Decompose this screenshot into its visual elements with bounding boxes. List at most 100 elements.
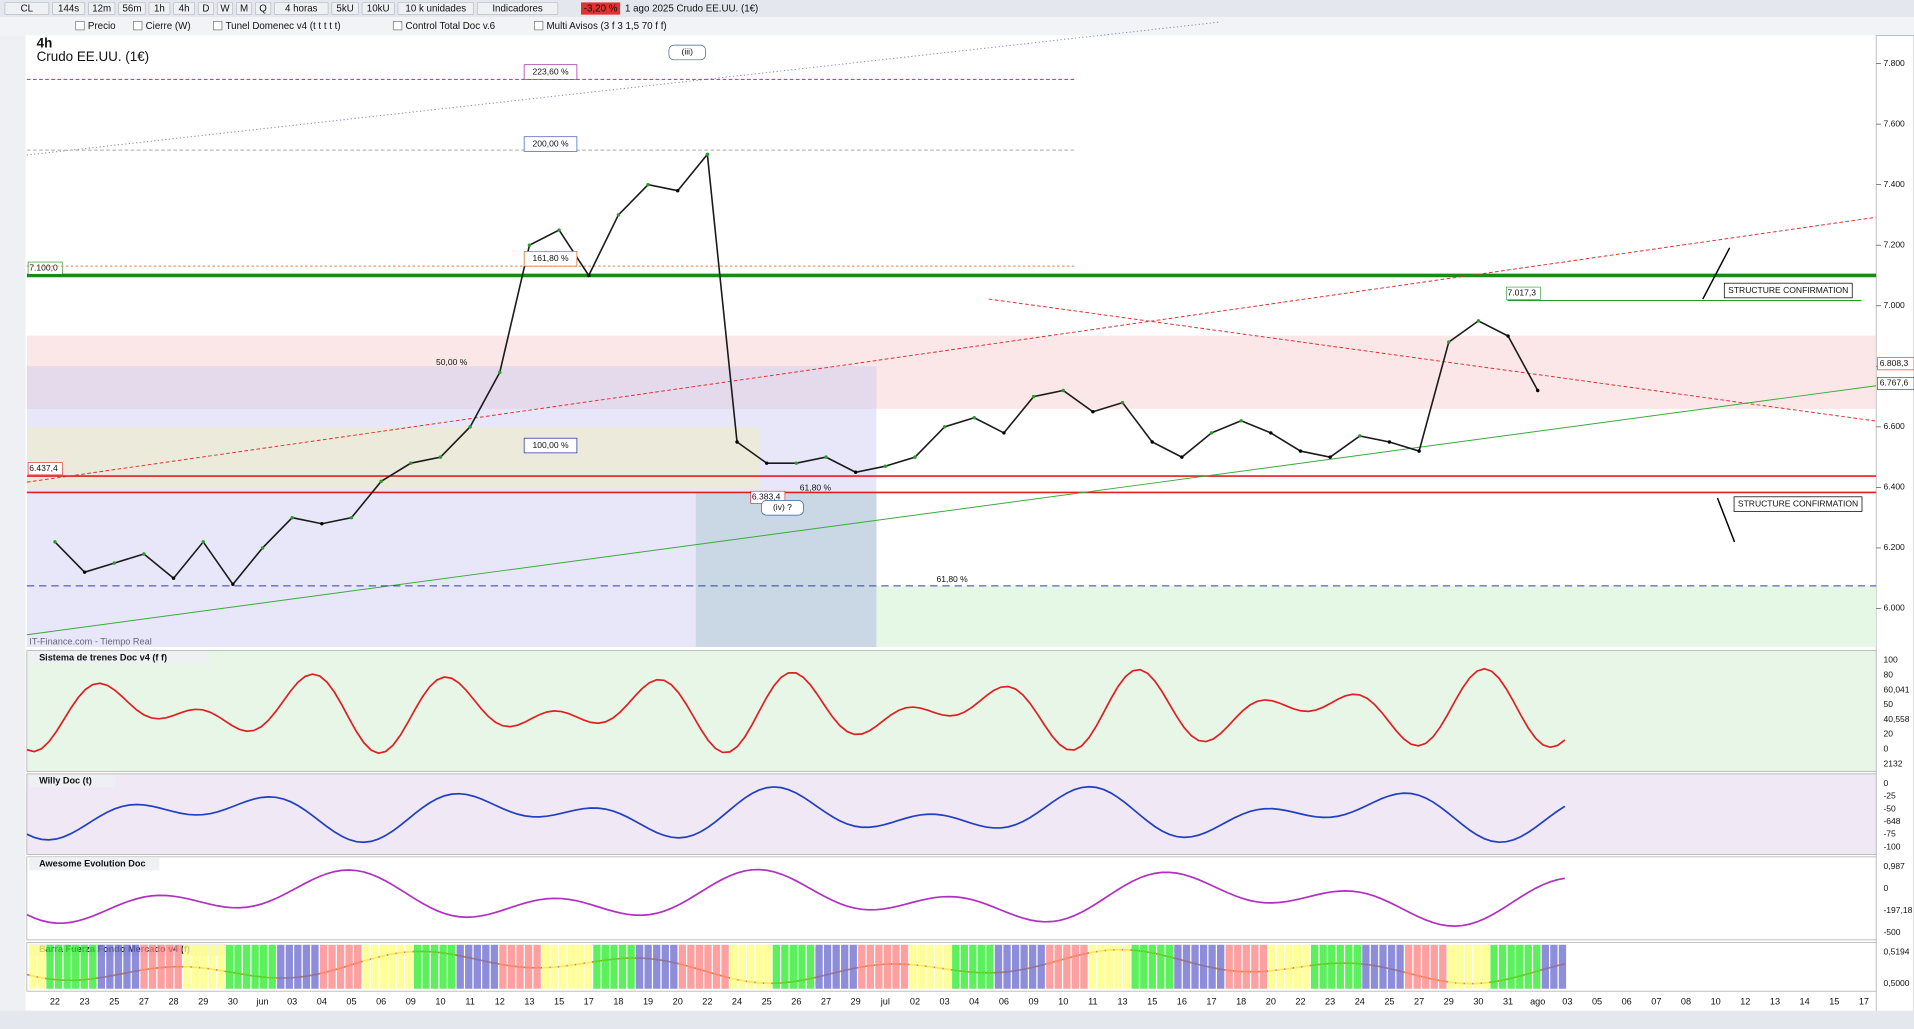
button-label[interactable]: 5kU xyxy=(336,4,353,15)
strength-bar xyxy=(191,944,199,989)
legend-item[interactable]: Tunel Domenec v4 (t t t t t) xyxy=(226,21,341,32)
panel-axis-label: -648 xyxy=(1883,816,1900,826)
button[interactable] xyxy=(52,2,86,16)
y-tick-label: 7.200 xyxy=(1883,239,1905,249)
strength-bar xyxy=(507,944,516,989)
button[interactable] xyxy=(197,2,214,16)
button-label[interactable]: 10 k unidades xyxy=(405,4,466,15)
annotation-box xyxy=(1733,496,1863,512)
y-tick-label: 6.000 xyxy=(1883,603,1905,613)
strength-bar xyxy=(832,944,840,989)
strength-bar xyxy=(260,944,268,989)
button-label[interactable]: W xyxy=(220,4,230,15)
price-point xyxy=(1476,319,1481,323)
button[interactable] xyxy=(274,2,329,16)
strength-bar xyxy=(1430,944,1438,989)
strength-bar xyxy=(1105,944,1114,989)
strength-bar xyxy=(379,944,387,989)
strength-bar xyxy=(695,944,704,989)
level-box xyxy=(27,261,63,275)
x-tick-label: 25 xyxy=(109,997,119,1007)
legend-check[interactable] xyxy=(392,20,403,31)
button[interactable] xyxy=(476,2,559,16)
strength-bar xyxy=(1396,944,1404,989)
annotation-box xyxy=(523,136,578,152)
button[interactable] xyxy=(173,2,195,16)
legend-check[interactable] xyxy=(75,20,85,31)
button[interactable] xyxy=(235,2,253,16)
strength-bar xyxy=(174,944,182,989)
panel-axis-label: 100 xyxy=(1883,655,1897,665)
strength-bar xyxy=(1362,944,1370,989)
button-label[interactable]: CL xyxy=(21,4,34,15)
legend-item[interactable]: Precio xyxy=(88,21,116,32)
button[interactable] xyxy=(331,2,359,16)
strength-bar xyxy=(935,944,943,989)
button-label[interactable]: Indicadores xyxy=(492,4,543,15)
strength-bar xyxy=(1473,944,1481,989)
annotation-box xyxy=(1723,282,1853,299)
strength-bar xyxy=(234,944,242,989)
strength-bar xyxy=(183,944,191,989)
button[interactable] xyxy=(88,2,116,16)
panel-axis-label: 0 xyxy=(1883,883,1888,893)
panel-axis-label: 0,987 xyxy=(1883,861,1905,871)
legend-item[interactable]: Control Total Doc v.6 xyxy=(406,21,496,32)
button[interactable] xyxy=(118,2,146,16)
button-label[interactable]: D xyxy=(202,4,209,15)
x-tick-label: 23 xyxy=(80,997,90,1007)
legend-check[interactable] xyxy=(533,20,544,31)
strength-bar xyxy=(499,944,507,989)
strength-bar xyxy=(917,944,926,989)
price-point xyxy=(260,546,265,550)
x-tick-label: 19 xyxy=(643,997,653,1007)
button[interactable] xyxy=(255,2,272,16)
strength-bar xyxy=(1071,944,1080,989)
button-label[interactable]: 56m xyxy=(122,4,141,15)
strength-bar xyxy=(747,944,755,989)
strength-bar xyxy=(764,944,772,989)
price-point xyxy=(587,273,591,278)
strength-bar xyxy=(576,944,584,989)
strength-bar xyxy=(524,944,533,989)
legend-item[interactable]: Multi Avisos (3 f 3 1,5 70 f f) xyxy=(547,21,667,32)
change: -3,20 % xyxy=(584,4,618,15)
button[interactable] xyxy=(397,2,474,16)
button-label[interactable]: M xyxy=(240,4,248,15)
strength-bar xyxy=(1088,944,1097,989)
status-bar xyxy=(0,1010,1914,1029)
price-point xyxy=(468,425,472,429)
button-label[interactable]: 1h xyxy=(154,4,165,15)
strength-bar xyxy=(661,944,669,989)
button-label[interactable]: 10kU xyxy=(367,4,390,15)
strength-bar xyxy=(29,944,37,989)
annotation: 161,80 % xyxy=(532,253,568,263)
legend-check[interactable] xyxy=(133,20,143,31)
button[interactable] xyxy=(4,2,50,16)
button-label[interactable]: 4 horas xyxy=(285,4,318,15)
y-tick-label: 6.200 xyxy=(1883,542,1905,552)
annotation: (iii) xyxy=(682,47,694,57)
x-tick-label: 02 xyxy=(910,997,920,1007)
panel-title: Willy Doc (t) xyxy=(39,776,92,786)
button[interactable] xyxy=(361,2,395,16)
legend-check[interactable] xyxy=(213,20,223,31)
button-label[interactable]: 4h xyxy=(179,4,190,15)
price-point xyxy=(1120,400,1125,405)
strength-bar xyxy=(1498,944,1507,989)
strength-bar xyxy=(1097,944,1105,989)
price-point xyxy=(112,561,116,565)
strength-bar xyxy=(1063,944,1071,989)
button[interactable] xyxy=(148,2,171,16)
x-tick-label: 27 xyxy=(821,997,831,1007)
x-tick-label: 31 xyxy=(1503,997,1513,1007)
button-label[interactable]: Q xyxy=(259,4,267,15)
button-label[interactable]: 144s xyxy=(58,4,79,15)
strength-bar xyxy=(1541,944,1550,989)
legend-item[interactable]: Cierre (W) xyxy=(146,21,191,32)
button-label[interactable]: 12m xyxy=(92,4,111,15)
x-tick-label: 22 xyxy=(50,997,60,1007)
button[interactable] xyxy=(216,2,234,16)
x-tick-label: 04 xyxy=(969,997,979,1007)
strength-bar xyxy=(653,944,661,989)
